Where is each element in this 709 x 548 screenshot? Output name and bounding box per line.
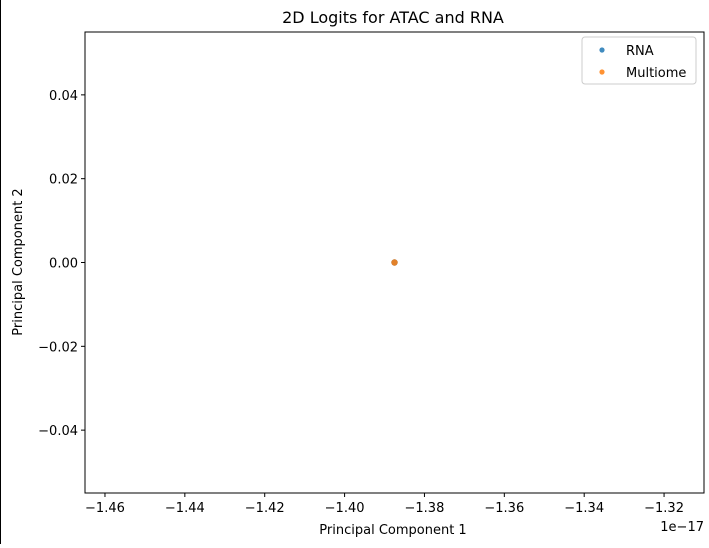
x-tick-label: −1.46 (85, 501, 125, 516)
x-axis-offset-label: 1e−17 (660, 520, 704, 535)
y-tick-label: −0.02 (38, 340, 78, 355)
x-tick-label: −1.44 (165, 501, 205, 516)
x-tick-label: −1.32 (644, 501, 684, 516)
chart-title: 2D Logits for ATAC and RNA (282, 8, 504, 27)
data-points (391, 259, 398, 266)
legend-marker-multiome (599, 69, 605, 75)
y-tick-label: −0.04 (38, 424, 78, 439)
x-axis-ticks: −1.46 −1.44 −1.42 −1.40 −1.38 −1.36 −1.34 −1.32 (85, 493, 684, 516)
y-tick-label: 0.00 (49, 257, 78, 272)
legend-label-rna: RNA (626, 44, 654, 59)
x-tick-label: −1.42 (245, 501, 285, 516)
x-tick-label: −1.40 (325, 501, 365, 516)
x-tick-label: −1.34 (564, 501, 604, 516)
x-tick-label: −1.36 (484, 501, 524, 516)
y-tick-label: 0.02 (49, 173, 78, 188)
y-tick-label: 0.04 (49, 89, 78, 104)
y-axis-ticks: −0.04 −0.02 0.00 0.02 0.04 (38, 89, 85, 439)
legend-marker-rna (599, 47, 605, 53)
legend-label-multiome: Multiome (626, 66, 686, 81)
data-point-multiome (391, 259, 398, 266)
x-axis-label: Principal Component 1 (319, 523, 466, 538)
x-tick-label: −1.38 (405, 501, 445, 516)
y-axis-label: Principal Component 2 (11, 188, 26, 335)
legend: RNA Multiome (581, 36, 697, 85)
legend-box (581, 36, 697, 85)
